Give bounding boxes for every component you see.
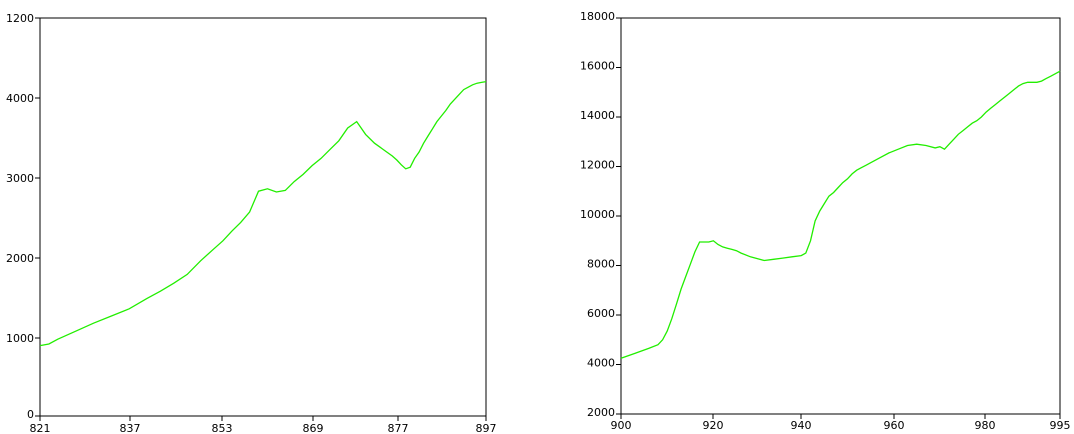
y-tick-label: 16000 — [580, 60, 615, 73]
plot-frame — [620, 17, 1061, 415]
x-ticks — [39, 416, 487, 421]
x-tick-label: 995 — [1050, 419, 1071, 432]
y-tick-label: 18000 — [580, 10, 615, 23]
y-ticks — [616, 17, 621, 415]
y-tick-label: 12000 — [580, 159, 615, 172]
series-line — [39, 80, 487, 347]
x-tick-label: 877 — [388, 422, 409, 434]
x-tick-label: 920 — [703, 419, 724, 432]
x-tick-labels: 821 837 853 869 877 897 — [30, 422, 497, 434]
x-tick-label: 821 — [30, 422, 51, 434]
x-tick-label: 940 — [791, 419, 812, 432]
y-tick-label: 3000 — [6, 172, 34, 185]
chart-right: 900 920 940 960 980 995 2000 4000 6000 8… — [580, 10, 1071, 432]
chart-left: 821 837 853 869 877 897 0 1000 2000 3000… — [6, 12, 497, 434]
y-tick-label: 0 — [27, 408, 34, 421]
x-ticks — [620, 414, 1061, 419]
y-tick-label: 14000 — [580, 109, 615, 122]
x-tick-labels: 900 920 940 960 980 995 — [611, 419, 1071, 432]
series-line — [620, 70, 1061, 359]
y-tick-label: 2000 — [587, 406, 615, 419]
y-tick-label: 1000 — [6, 332, 34, 345]
y-tick-label: 1200 — [6, 12, 34, 25]
y-tick-label: 8000 — [587, 258, 615, 271]
y-tick-label: 10000 — [580, 208, 615, 221]
y-tick-labels: 0 1000 2000 3000 4000 1200 — [6, 12, 34, 421]
x-tick-label: 900 — [611, 419, 632, 432]
plot-frame — [39, 17, 487, 417]
x-tick-label: 960 — [884, 419, 905, 432]
y-tick-label: 4000 — [587, 357, 615, 370]
y-tick-label: 2000 — [6, 252, 34, 265]
y-tick-label: 6000 — [587, 307, 615, 320]
x-tick-label: 897 — [476, 422, 497, 434]
x-tick-label: 869 — [303, 422, 324, 434]
x-tick-label: 853 — [212, 422, 233, 434]
x-tick-label: 837 — [120, 422, 141, 434]
y-ticks — [35, 17, 40, 417]
x-tick-label: 980 — [975, 419, 996, 432]
y-tick-labels: 2000 4000 6000 8000 10000 12000 14000 16… — [580, 10, 615, 419]
y-tick-label: 4000 — [6, 92, 34, 105]
